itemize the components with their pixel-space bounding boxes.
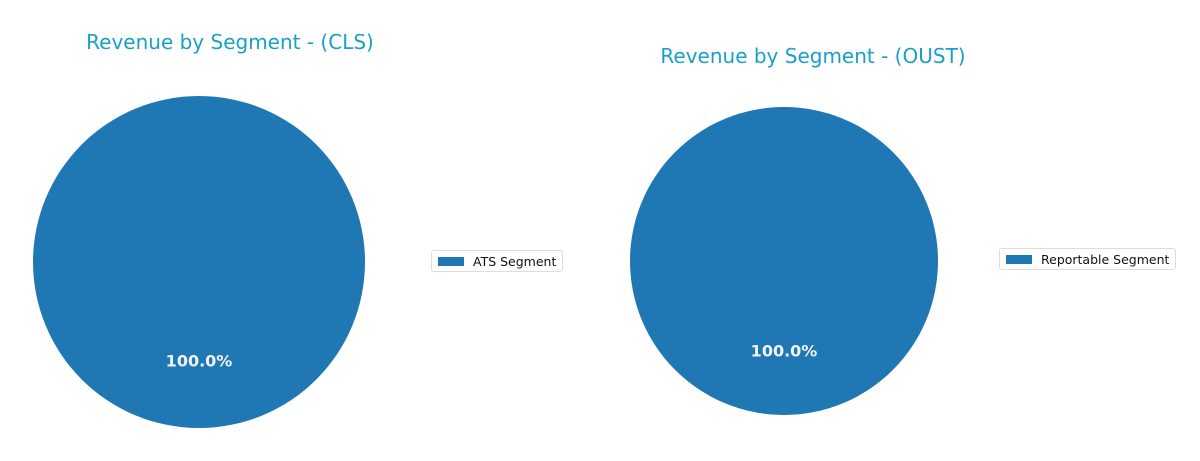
chart-title-oust: Revenue by Segment - (OUST) xyxy=(660,44,966,68)
pie-slice-reportable-segment xyxy=(630,107,938,415)
pie-percent-label: 100.0% xyxy=(165,351,233,371)
legend-cls: ATS Segment xyxy=(431,250,564,272)
legend-oust: Reportable Segment xyxy=(999,248,1177,270)
chart-title-cls: Revenue by Segment - (CLS) xyxy=(86,30,374,54)
pie-percent-label: 100.0% xyxy=(750,341,818,361)
legend-label: ATS Segment xyxy=(473,253,557,269)
legend-swatch xyxy=(1006,254,1032,264)
legend-label: Reportable Segment xyxy=(1041,251,1170,267)
pie-slice-ats-segment xyxy=(33,96,365,428)
legend-swatch xyxy=(438,256,464,266)
